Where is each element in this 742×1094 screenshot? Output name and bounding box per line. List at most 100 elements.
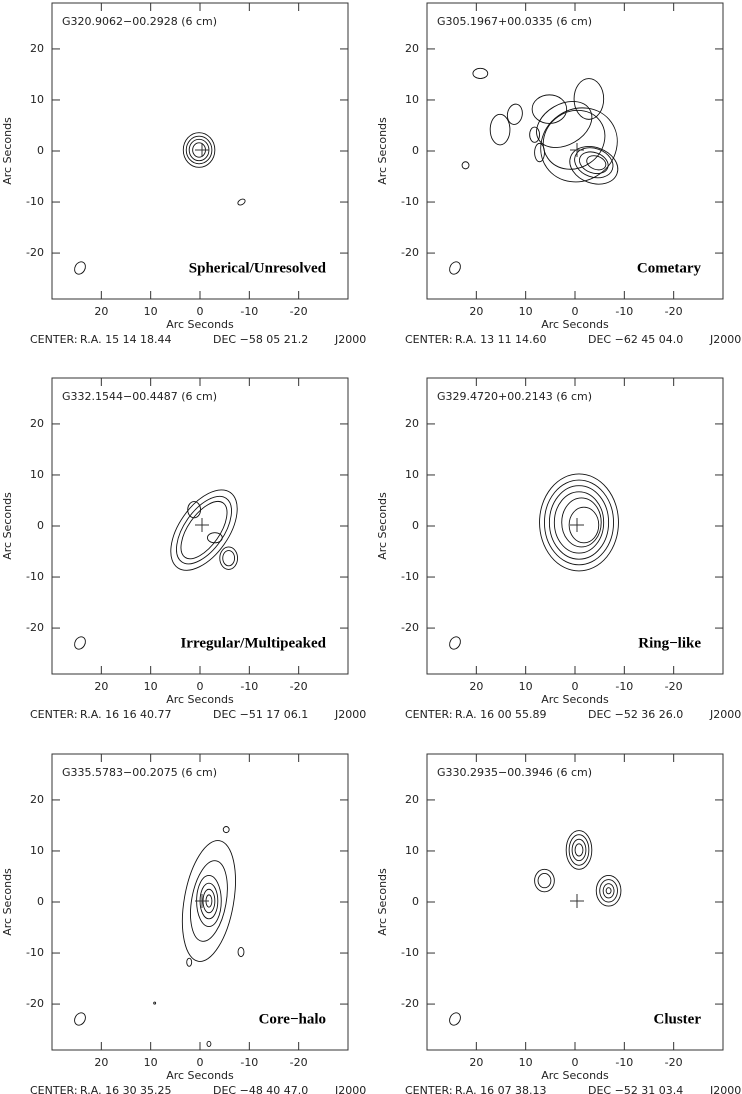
contour [599, 879, 618, 903]
y-tick-label: -10 [401, 195, 419, 208]
center-label: CENTER: [30, 333, 78, 346]
y-tick-label: 20 [405, 793, 419, 806]
y-tick-label: 10 [30, 93, 44, 106]
x-tick-label: 0 [572, 305, 579, 318]
x-tick-label: -20 [290, 305, 308, 318]
center-epoch: J2000 [334, 708, 366, 721]
beam [74, 636, 86, 650]
plot-frame [426, 753, 724, 1051]
y-tick-label: 20 [405, 417, 419, 430]
contour [544, 479, 614, 566]
center-epoch: J2000 [709, 708, 741, 721]
x-tick-label: -10 [615, 305, 633, 318]
x-tick-label: 10 [519, 305, 533, 318]
x-axis-label: Arc Seconds [166, 318, 234, 331]
y-axis-label: Arc Seconds [376, 492, 389, 560]
center-ra: R.A. 13 11 14.60 [455, 333, 547, 346]
y-tick-label: -20 [26, 621, 44, 634]
x-tick-label: -20 [290, 1056, 308, 1069]
x-tick-label: -10 [240, 1056, 258, 1069]
contour [568, 834, 590, 866]
y-tick-label: 0 [412, 895, 419, 908]
contours [539, 473, 619, 572]
center-label: CENTER: [30, 708, 78, 721]
y-tick-label: 10 [30, 468, 44, 481]
y-tick-label: -10 [26, 946, 44, 959]
contour [529, 126, 540, 143]
center-ra: R.A. 16 30 35.25 [80, 1084, 172, 1094]
contour [574, 147, 614, 179]
contour [534, 868, 555, 893]
contour [571, 838, 587, 862]
contour [565, 830, 593, 870]
center-epoch: J2000 [334, 333, 366, 346]
y-tick-label: 20 [30, 793, 44, 806]
contour [602, 883, 615, 899]
contour [180, 501, 228, 560]
contour [222, 826, 230, 834]
contour [461, 161, 470, 170]
y-tick-label: -20 [401, 997, 419, 1010]
beam [74, 261, 86, 275]
y-tick-label: -20 [401, 246, 419, 259]
x-tick-label: 10 [144, 680, 158, 693]
x-tick-label: -10 [240, 305, 258, 318]
y-tick-label: 0 [37, 144, 44, 157]
y-tick-label: 0 [412, 519, 419, 532]
contour [186, 957, 193, 967]
contour [170, 489, 238, 571]
contour [595, 875, 622, 907]
x-tick-label: -10 [240, 680, 258, 693]
y-tick-label: -10 [26, 570, 44, 583]
center-dec: DEC −52 31 03.4 [588, 1084, 683, 1094]
x-tick-label: 10 [144, 305, 158, 318]
x-tick-label: 0 [572, 680, 579, 693]
center-label: CENTER: [405, 1084, 453, 1094]
contours [534, 830, 622, 907]
contours [461, 67, 619, 185]
contour [207, 532, 223, 544]
y-axis-label: Arc Seconds [376, 868, 389, 936]
y-tick-label: 10 [405, 93, 419, 106]
contour [531, 94, 568, 124]
contours [170, 489, 238, 571]
x-tick-label: 10 [519, 680, 533, 693]
center-ra: R.A. 16 16 40.77 [80, 708, 172, 721]
beam [449, 1012, 461, 1026]
y-axis-label: Arc Seconds [1, 117, 14, 185]
contour [542, 109, 606, 170]
contour [506, 103, 523, 125]
x-tick-label: 20 [469, 305, 483, 318]
y-tick-label: 10 [30, 844, 44, 857]
x-tick-label: 0 [197, 680, 204, 693]
x-tick-label: 10 [144, 1056, 158, 1069]
contour [553, 491, 605, 554]
center-ra: R.A. 15 14 18.44 [80, 333, 172, 346]
center-dec: DEC −62 45 04.0 [588, 333, 683, 346]
y-tick-label: -10 [401, 946, 419, 959]
y-tick-label: 20 [405, 42, 419, 55]
center-label: CENTER: [30, 1084, 78, 1094]
panel-title: G320.9062−00.2928 (6 cm) [62, 15, 217, 28]
x-tick-label: -20 [665, 680, 683, 693]
contour [574, 843, 584, 857]
x-tick-label: 20 [94, 1056, 108, 1069]
contour [206, 1040, 212, 1047]
morphology-label: Core−halo [259, 1011, 326, 1027]
morphology-label: Ring−like [638, 635, 701, 651]
x-axis-label: Arc Seconds [541, 1069, 609, 1082]
center-ra: R.A. 16 00 55.89 [455, 708, 547, 721]
x-axis-label: Arc Seconds [166, 693, 234, 706]
contour [534, 142, 545, 163]
contour [222, 550, 236, 567]
panel-title: G330.2935−00.3946 (6 cm) [437, 766, 592, 779]
beam [74, 1012, 86, 1026]
x-tick-label: 0 [197, 1056, 204, 1069]
y-tick-label: -10 [26, 195, 44, 208]
x-tick-label: 20 [94, 305, 108, 318]
contour [190, 860, 228, 942]
x-tick-label: 0 [572, 1056, 579, 1069]
y-tick-label: 20 [30, 42, 44, 55]
y-tick-label: -20 [26, 997, 44, 1010]
